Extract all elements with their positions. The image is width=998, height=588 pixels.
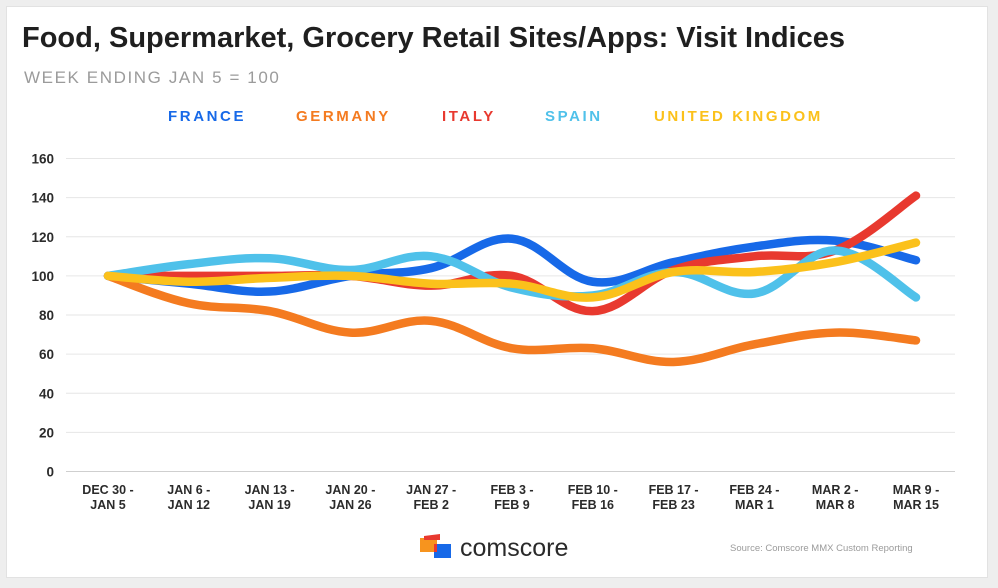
- series-line-italy: [103, 191, 921, 316]
- chart-legend: FRANCE GERMANY ITALY SPAIN UNITED KINGDOM: [0, 108, 998, 132]
- source-note: Source: Comscore MMX Custom Reporting: [730, 543, 913, 554]
- y-tick-label: 80: [39, 308, 54, 323]
- y-tick-label: 40: [39, 386, 54, 401]
- legend-item-spain: SPAIN: [545, 108, 603, 125]
- x-tick-label: FEB 24 -MAR 1: [729, 483, 779, 512]
- y-tick-label: 100: [31, 269, 54, 284]
- x-tick-label: MAR 9 -MAR 15: [893, 483, 940, 512]
- x-tick-label: MAR 2 -MAR 8: [812, 483, 859, 512]
- x-tick-label: JAN 13 -JAN 19: [245, 483, 295, 512]
- x-tick-label: FEB 17 -FEB 23: [649, 483, 699, 512]
- series-line-united-kingdom: [103, 238, 921, 302]
- comscore-logo-text: comscore: [460, 534, 569, 562]
- x-tick-label: DEC 30 -JAN 5: [82, 483, 133, 512]
- chart-card: [6, 6, 988, 578]
- x-tick-label: JAN 27 -FEB 2: [406, 483, 456, 512]
- y-tick-label: 140: [31, 191, 54, 206]
- y-tick-label: 60: [39, 347, 54, 362]
- chart-subtitle: WEEK ENDING JAN 5 = 100: [24, 68, 281, 87]
- legend-item-france: FRANCE: [168, 108, 247, 125]
- comscore-logo-icon: [420, 534, 451, 558]
- legend-item-united-kingdom: UNITED KINGDOM: [654, 108, 823, 125]
- y-tick-label: 120: [31, 230, 54, 245]
- legend-item-italy: ITALY: [442, 108, 496, 125]
- x-tick-label: JAN 20 -JAN 26: [325, 483, 375, 512]
- series-line-france: [103, 234, 921, 296]
- legend-item-germany: GERMANY: [296, 108, 391, 125]
- chart-title: Food, Supermarket, Grocery Retail Sites/…: [22, 22, 845, 54]
- y-tick-label: 160: [31, 152, 54, 167]
- y-tick-label: 0: [46, 465, 54, 480]
- x-tick-label: FEB 3 -FEB 9: [490, 483, 533, 512]
- y-tick-label: 20: [39, 425, 54, 440]
- x-tick-label: JAN 6 -JAN 12: [167, 483, 210, 512]
- x-tick-label: FEB 10 -FEB 16: [568, 483, 618, 512]
